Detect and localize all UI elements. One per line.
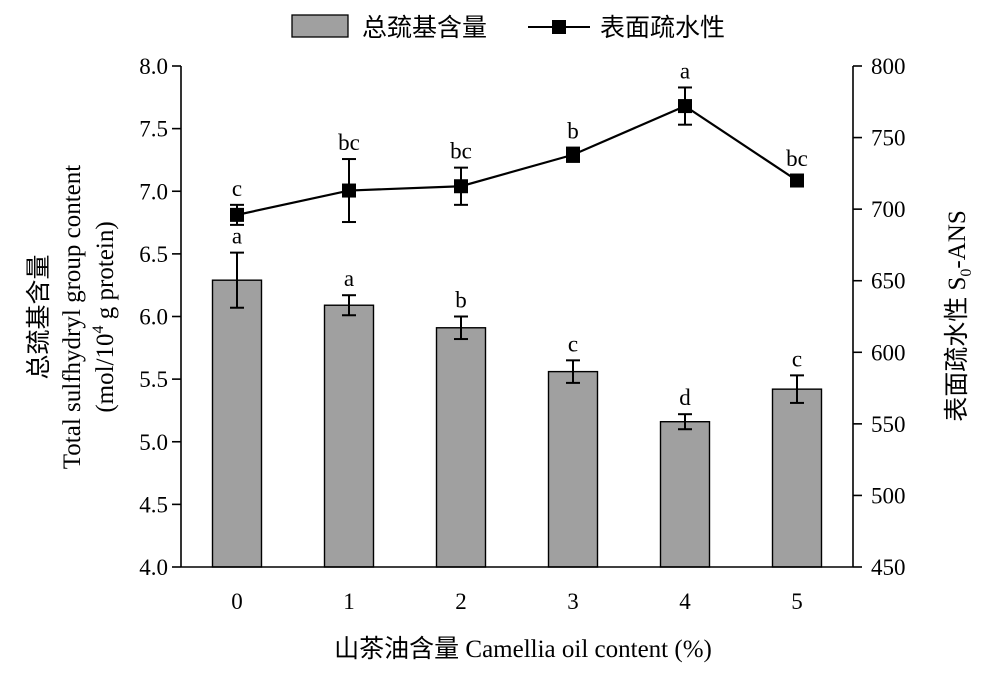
left-axis-tick-label: 8.0: [139, 54, 168, 79]
left-axis-tick-label: 7.5: [139, 117, 168, 142]
right-axis-title: 表面疏水性 S0-ANS: [943, 210, 975, 422]
line-point: [230, 207, 244, 222]
line-significance-label: bc: [450, 139, 472, 164]
line-point: [566, 147, 580, 162]
right-axis-tick-label: 650: [871, 269, 906, 294]
left-axis-tick-label: 5.0: [139, 430, 168, 455]
bar: [435, 327, 487, 568]
left-axis-tick-label: 4.0: [139, 555, 168, 580]
line-point: [454, 179, 468, 194]
bar-significance-label: d: [679, 385, 691, 410]
left-axis-title-unit: (mol/104 g protein): [90, 221, 119, 412]
line-significance-label: bc: [786, 146, 808, 171]
right-axis-tick-label: 500: [871, 483, 906, 508]
legend: 总巯基含量 表面疏水性: [291, 14, 725, 42]
bar-significance-label: a: [232, 224, 242, 249]
right-axis-tick-label: 550: [871, 412, 906, 437]
legend-line-label: 表面疏水性: [600, 14, 725, 42]
bar-significance-label: c: [792, 346, 802, 371]
x-axis-tick-label: 2: [455, 589, 467, 614]
bar-significance-label: a: [344, 266, 354, 291]
line-significance-label: c: [232, 176, 242, 201]
right-axis-tick-label: 700: [871, 197, 906, 222]
x-axis-tick-label: 1: [343, 589, 355, 614]
line-significance-label: a: [680, 58, 690, 83]
bar: [771, 388, 823, 568]
x-axis-tick-label: 4: [679, 589, 691, 614]
bar: [547, 370, 599, 568]
left-axis-title-en: Total sulfhydryl group content: [59, 165, 86, 469]
right-axis-tick-label: 750: [871, 126, 906, 151]
right-axis-tick-label: 450: [871, 555, 906, 580]
plot-area: 4.04.55.05.56.06.57.07.58.04505005506006…: [139, 54, 905, 614]
left-axis-title-cn: 总巯基含量: [25, 254, 53, 379]
right-axis-tick-label: 800: [871, 54, 906, 79]
bar-significance-label: c: [568, 331, 578, 356]
bar-significance-label: b: [455, 288, 467, 313]
legend-line-marker: [552, 20, 566, 34]
left-axis-tick-label: 6.5: [139, 242, 168, 267]
bar: [659, 421, 711, 568]
line-point: [342, 183, 356, 198]
x-axis-tick-label: 0: [231, 589, 243, 614]
left-axis-tick-label: 5.5: [139, 367, 168, 392]
left-axis-tick-label: 4.5: [139, 492, 168, 517]
x-axis-tick-label: 5: [791, 589, 803, 614]
right-axis-tick-label: 600: [871, 340, 906, 365]
x-axis-tick-label: 3: [567, 589, 579, 614]
line-significance-label: bc: [338, 130, 360, 155]
line-series: [236, 104, 798, 216]
left-axis-tick-label: 6.0: [139, 305, 168, 330]
line-point: [790, 173, 804, 188]
left-axis-tick-label: 7.0: [139, 179, 168, 204]
legend-bar-label: 总巯基含量: [362, 14, 487, 42]
line-significance-label: b: [567, 119, 579, 144]
x-axis-title: 山茶油含量 Camellia oil content (%): [334, 635, 712, 663]
bar: [323, 304, 375, 568]
line-point: [678, 99, 692, 114]
legend-bar-swatch: [291, 14, 349, 38]
bar: [211, 279, 263, 568]
